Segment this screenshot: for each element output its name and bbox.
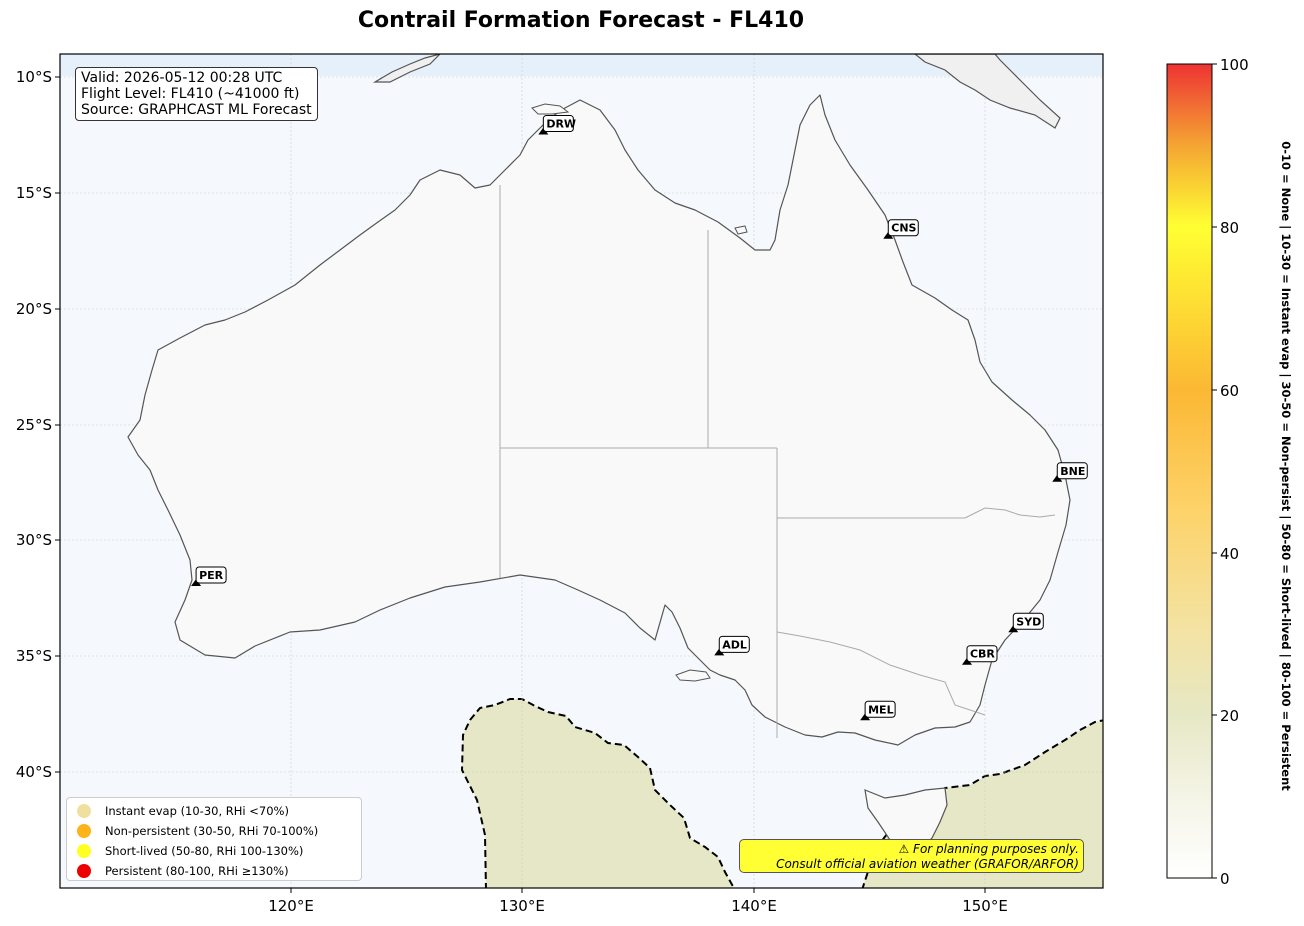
legend-item-persistent: Persistent (80-100, RHi ≥130%) — [77, 861, 351, 881]
colorbar-ticks — [1212, 63, 1217, 879]
disclaimer-line-1: ⚠ For planning purposes only. — [898, 842, 1079, 856]
airport-marker — [714, 648, 725, 656]
airport-label-box — [887, 219, 919, 237]
map-title: Contrail Formation Forecast - FL410 — [357, 8, 805, 33]
legend-dot-non-persistent — [77, 824, 91, 838]
legend-dot-persistent — [77, 864, 91, 878]
legend-item-short-lived: Short-lived (50-80, RHi 100-130%) — [77, 841, 351, 861]
airport-marker — [883, 231, 894, 239]
airport-label-box — [864, 700, 896, 718]
planning-disclaimer: ⚠ For planning purposes only. Consult of… — [739, 839, 1084, 873]
legend-item-instant-evap: Instant evap (10-30, RHi <70%) — [77, 801, 351, 821]
legend-label: Non-persistent (30-50, RHi 70-100%) — [105, 824, 319, 838]
lon-tick-150e: 150°E — [962, 897, 1008, 915]
airport-label: ADL — [722, 638, 747, 651]
airport-drw: DRW — [538, 115, 576, 135]
airport-marker — [860, 713, 871, 721]
groote-eylandt — [734, 225, 748, 235]
airport-marker — [961, 657, 972, 665]
lon-tick-120e: 120°E — [268, 897, 314, 915]
forecast-info-box: Valid: 2026-05-12 00:28 UTC Flight Level… — [75, 67, 318, 121]
airport-adl: ADL — [714, 635, 750, 656]
colorbar-label: 0-10 = None | 10-30 = Instant evap | 30-… — [1279, 141, 1293, 791]
axis-ticks — [55, 76, 986, 893]
tasmania-landmass — [864, 787, 948, 851]
lat-tick-15s: 15°S — [16, 184, 52, 202]
legend-dot-instant-evap — [77, 804, 91, 818]
legend-label: Short-lived (50-80, RHi 100-130%) — [105, 844, 304, 858]
map-frame — [59, 53, 1104, 889]
australia-landmass — [127, 94, 1071, 746]
lat-tick-35s: 35°S — [16, 647, 52, 665]
colorbar-tick-60: 60 — [1220, 382, 1239, 400]
airport-marker — [191, 578, 202, 586]
papua-new-guinea-landmass — [914, 54, 1061, 129]
airport-label: BNE — [1060, 465, 1085, 478]
airport-label-box — [542, 115, 574, 133]
forecast-source: Source: GRAPHCAST ML Forecast — [81, 102, 312, 118]
lat-tick-40s: 40°S — [16, 763, 52, 781]
airport-marker — [1052, 474, 1063, 482]
northern-ocean-band — [60, 54, 1103, 76]
airport-per: PER — [191, 566, 227, 586]
colorbar-tick-20: 20 — [1220, 707, 1239, 725]
legend-label: Instant evap (10-30, RHi <70%) — [105, 804, 289, 818]
airport-label: CNS — [891, 222, 916, 235]
airport-label-box — [195, 566, 227, 584]
lat-tick-10s: 10°S — [16, 68, 52, 86]
colorbar-tick-40: 40 — [1220, 545, 1239, 563]
airport-mel: MEL — [860, 700, 896, 721]
state-borders — [499, 185, 1056, 738]
lat-tick-20s: 20°S — [16, 300, 52, 318]
airport-label: SYD — [1016, 615, 1041, 628]
valid-time: Valid: 2026-05-12 00:28 UTC — [81, 70, 283, 86]
lon-tick-130e: 130°E — [499, 897, 545, 915]
airport-label-box — [1056, 462, 1088, 480]
airport-label: MEL — [868, 703, 893, 716]
airport-bne: BNE — [1052, 462, 1088, 482]
colorbar-tick-0: 0 — [1220, 870, 1230, 888]
flight-level: Flight Level: FL410 (~41000 ft) — [81, 86, 300, 102]
airport-label: PER — [199, 569, 224, 582]
airport-label-box — [1012, 612, 1044, 630]
airport-cns: CNS — [883, 219, 919, 239]
colorbar-tick-100: 100 — [1220, 56, 1249, 74]
airport-syd: SYD — [1008, 612, 1044, 633]
airport-markers: DRW CNS BNE PER SYD CBR ADL MEL — [191, 115, 1088, 721]
timor-landmass — [372, 54, 441, 83]
airport-cbr: CBR — [961, 645, 998, 665]
airport-marker — [538, 127, 549, 135]
kangaroo-island — [675, 669, 711, 682]
airport-label-box — [966, 645, 998, 663]
melville-island — [531, 103, 570, 115]
contrail-zone-south — [460, 698, 736, 888]
lat-tick-30s: 30°S — [16, 531, 52, 549]
legend-dot-short-lived — [77, 844, 91, 858]
legend-label: Persistent (80-100, RHi ≥130%) — [105, 864, 289, 878]
airport-label-box — [718, 635, 750, 653]
airport-marker — [1008, 625, 1019, 633]
legend: Instant evap (10-30, RHi <70%) Non-persi… — [66, 797, 362, 881]
airport-label: DRW — [546, 118, 576, 131]
colorbar-gradient — [1166, 63, 1213, 879]
disclaimer-line-2: Consult official aviation weather (GRAFO… — [776, 857, 1079, 871]
legend-item-non-persistent: Non-persistent (30-50, RHi 70-100%) — [77, 821, 351, 841]
lat-tick-25s: 25°S — [16, 416, 52, 434]
colorbar-tick-80: 80 — [1220, 219, 1239, 237]
lon-tick-140e: 140°E — [731, 897, 777, 915]
airport-label: CBR — [970, 648, 995, 661]
